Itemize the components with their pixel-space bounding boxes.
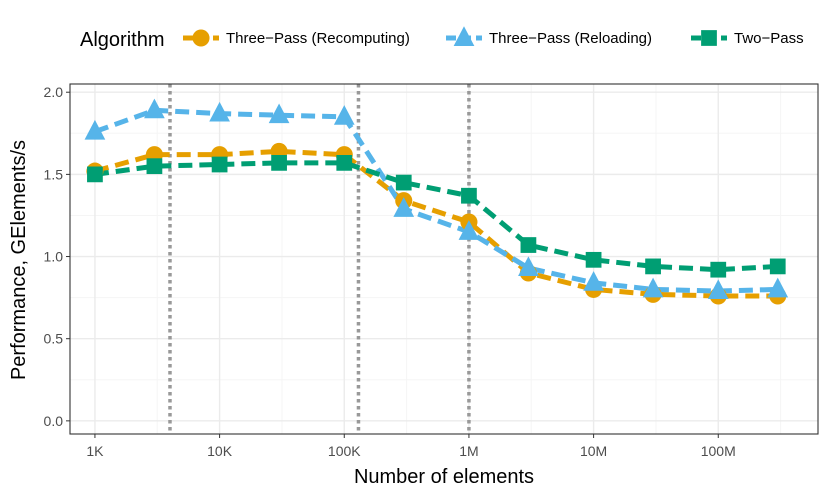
- data-point-three_pass_reloading: [458, 220, 480, 240]
- data-point-two_pass: [87, 166, 103, 183]
- data-point-two_pass: [271, 154, 287, 171]
- legend: Algorithm Three−Pass (Recomputing) Three−…: [80, 26, 804, 51]
- data-point-two_pass: [211, 156, 228, 173]
- data-point-three_pass_reloading: [583, 271, 604, 291]
- data-point-three_pass_reloading: [767, 277, 789, 298]
- series-line-three_pass_reloading: [94, 107, 778, 294]
- y-tick-label: 0.0: [44, 413, 64, 429]
- legend-key-marker: [701, 30, 717, 46]
- y-tick-label: 2.0: [44, 84, 64, 100]
- y-tick-label: 1.0: [44, 249, 64, 265]
- x-tick-label: 100K: [328, 443, 361, 459]
- data-point-two_pass: [520, 237, 537, 253]
- data-point-three_pass_reloading: [84, 119, 106, 140]
- data-point-two_pass: [645, 258, 661, 275]
- data-point-two_pass: [336, 154, 353, 171]
- data-point-three_pass_reloading: [333, 105, 355, 125]
- data-point-three_pass_reloading: [393, 197, 415, 217]
- legend-item-three_pass_reloading: Three−Pass (Reloading): [446, 26, 652, 47]
- legend-label: Three−Pass (Recomputing): [226, 30, 410, 47]
- series-line-two_pass: [94, 160, 778, 273]
- legend-key-marker: [453, 26, 475, 46]
- plot-area: [69, 83, 819, 435]
- data-point-three_pass_reloading: [642, 277, 664, 298]
- x-tick-label: 1K: [86, 443, 104, 459]
- data-point-three_pass_reloading: [209, 101, 230, 122]
- y-axis-title: Performance, GElements/s: [8, 140, 30, 380]
- x-tick-label: 1M: [459, 443, 478, 459]
- y-tick-label: 1.5: [44, 166, 64, 182]
- legend-label: Two−Pass: [734, 30, 804, 47]
- data-point-two_pass: [395, 174, 412, 191]
- data-point-three_pass_reloading: [707, 279, 729, 299]
- x-tick-label: 10K: [207, 443, 233, 459]
- legend-title: Algorithm: [80, 29, 164, 51]
- legend-item-three_pass_recomputing: Three−Pass (Recomputing): [183, 29, 410, 47]
- data-point-two_pass: [461, 187, 477, 204]
- y-tick-label: 0.5: [44, 331, 64, 347]
- x-tick-label: 100M: [701, 443, 736, 459]
- legend-key-marker: [192, 29, 210, 47]
- panel-border: [69, 83, 819, 435]
- series-line-three_pass_recomputing: [94, 148, 778, 299]
- legend-label: Three−Pass (Reloading): [489, 30, 652, 47]
- data-point-two_pass: [710, 261, 727, 278]
- legend-item-two_pass: Two−Pass: [691, 30, 804, 47]
- data-point-two_pass: [769, 258, 786, 275]
- data-point-three_pass_reloading: [144, 98, 165, 119]
- data-point-three_pass_reloading: [518, 256, 539, 276]
- data-point-two_pass: [585, 251, 602, 268]
- x-tick-label: 10M: [580, 443, 607, 459]
- x-axis-title: Number of elements: [354, 466, 534, 488]
- data-point-three_pass_reloading: [268, 103, 290, 124]
- data-point-two_pass: [146, 158, 163, 175]
